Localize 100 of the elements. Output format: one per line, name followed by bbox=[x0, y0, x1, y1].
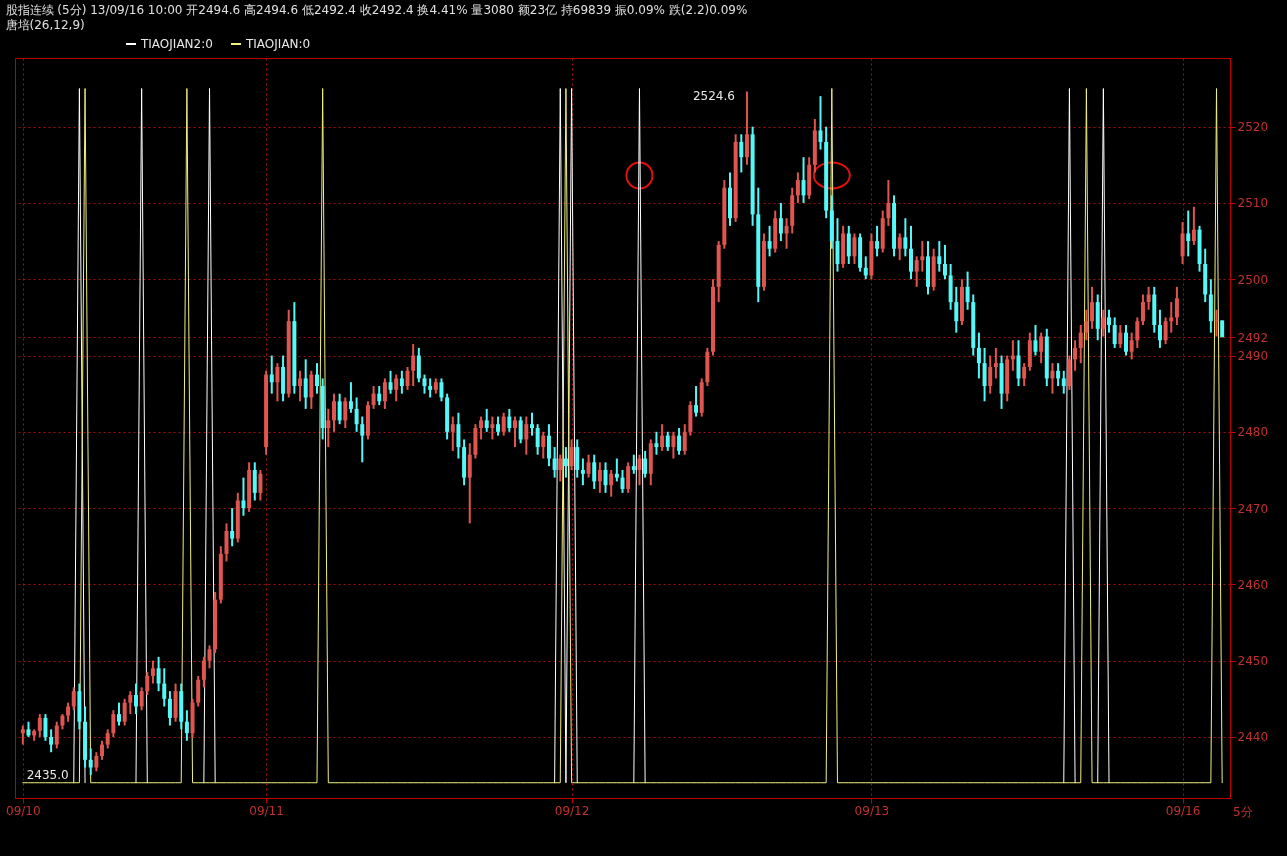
candlestick bbox=[122, 697, 127, 727]
candlestick bbox=[558, 453, 563, 483]
candlestick bbox=[1107, 308, 1112, 334]
candlestick bbox=[965, 270, 970, 311]
candlestick bbox=[343, 396, 348, 429]
candlestick bbox=[128, 690, 133, 716]
candlestick bbox=[315, 362, 320, 395]
candlestick bbox=[145, 671, 150, 697]
candlestick bbox=[575, 438, 580, 479]
candlestick bbox=[94, 751, 99, 773]
candlestick bbox=[993, 346, 998, 380]
candlestick bbox=[1157, 308, 1162, 349]
candlestick bbox=[631, 453, 636, 475]
candlestick bbox=[20, 724, 25, 746]
candlestick bbox=[450, 415, 455, 452]
candlestick bbox=[1061, 369, 1066, 395]
candlestick bbox=[1033, 324, 1038, 357]
candlestick bbox=[569, 438, 574, 471]
candlestick bbox=[739, 133, 744, 174]
candlestick bbox=[100, 739, 105, 761]
candlestick bbox=[744, 90, 749, 166]
candlestick bbox=[167, 690, 172, 727]
candlestick bbox=[377, 385, 382, 407]
candlestick bbox=[37, 713, 42, 738]
candlestick bbox=[484, 407, 489, 433]
candlestick bbox=[258, 468, 263, 502]
candlestick bbox=[513, 415, 518, 449]
annotation: 2524.6 bbox=[692, 88, 735, 103]
candlestick bbox=[184, 709, 189, 742]
candlestick bbox=[665, 430, 670, 452]
candlestick bbox=[529, 411, 534, 437]
candlestick bbox=[1016, 339, 1021, 388]
candlestick bbox=[1084, 308, 1089, 342]
candlestick bbox=[626, 461, 631, 494]
candlestick bbox=[660, 423, 665, 452]
candlestick bbox=[1186, 209, 1191, 258]
y-tick-label: 2520 bbox=[1237, 120, 1269, 135]
candlestick bbox=[1163, 316, 1168, 346]
candlestick bbox=[682, 423, 687, 456]
candlestick bbox=[275, 362, 280, 403]
candlestick bbox=[456, 411, 461, 460]
candlestick bbox=[1169, 301, 1174, 334]
y-tick-label: 2490 bbox=[1237, 349, 1269, 364]
x-tick-label: 09/10 bbox=[6, 803, 41, 818]
candlestick bbox=[1073, 339, 1078, 372]
candlestick bbox=[942, 243, 947, 281]
annotation: 2435.0 bbox=[26, 768, 69, 783]
candlestick bbox=[1022, 362, 1027, 388]
candlestick bbox=[88, 747, 93, 777]
candlestick bbox=[309, 369, 314, 410]
candlestick bbox=[643, 449, 648, 479]
candlestick bbox=[988, 354, 993, 395]
candlestick bbox=[501, 411, 506, 437]
candlestick bbox=[399, 369, 404, 395]
text: 5分 bbox=[1233, 805, 1253, 819]
candlestick bbox=[637, 453, 642, 487]
candlestick bbox=[1180, 221, 1185, 265]
y-tick-label: 2450 bbox=[1237, 654, 1269, 669]
candlestick bbox=[54, 720, 59, 750]
candlestick bbox=[156, 655, 161, 693]
candlestick bbox=[49, 728, 54, 754]
candlestick bbox=[201, 655, 206, 689]
candlestick bbox=[416, 346, 421, 384]
candlestick bbox=[1191, 205, 1196, 246]
candlestick bbox=[496, 415, 501, 437]
y-tick-label: 2510 bbox=[1237, 196, 1269, 211]
candlestick bbox=[479, 415, 484, 441]
x-tick-label: 09/13 bbox=[854, 803, 890, 818]
candlestick bbox=[863, 255, 868, 281]
y-tick-label: 2480 bbox=[1237, 425, 1269, 440]
candlestick bbox=[784, 217, 789, 250]
candlestick bbox=[524, 415, 529, 456]
candlestick bbox=[937, 240, 942, 273]
candlestick bbox=[1118, 324, 1123, 349]
chart-title: 股指连续 (5分) 13/09/16 10:00 开2494.6 高2494.6 低2492.4 收2492.4 换4.41% 量3080 额23亿 持69839 振0.09% 跌(2.2)0.09% bbox=[5, 3, 748, 17]
candlestick bbox=[337, 392, 342, 426]
candlestick bbox=[846, 224, 851, 265]
candlestick bbox=[518, 415, 523, 445]
candlestick bbox=[411, 343, 416, 388]
candlestick bbox=[1174, 285, 1179, 327]
candlestick bbox=[1146, 285, 1151, 311]
candlestick bbox=[388, 369, 393, 395]
candlestick bbox=[422, 373, 427, 395]
candlestick bbox=[580, 457, 585, 487]
candlestick bbox=[914, 255, 919, 288]
candlestick bbox=[1050, 362, 1055, 395]
candlestick bbox=[507, 407, 512, 433]
y-tick-label: 2460 bbox=[1237, 577, 1269, 592]
candlestick bbox=[886, 179, 891, 227]
candlestick bbox=[835, 217, 840, 273]
candlestick bbox=[603, 461, 608, 494]
candlestick bbox=[1112, 316, 1117, 349]
candlestick bbox=[795, 171, 800, 204]
candlestick bbox=[298, 369, 303, 403]
candlestick bbox=[976, 331, 981, 380]
candlestick bbox=[139, 686, 144, 712]
candlestick bbox=[552, 446, 557, 479]
y-tick-label: 2440 bbox=[1237, 730, 1269, 745]
candlestick bbox=[1039, 331, 1044, 365]
candlestick bbox=[394, 373, 399, 403]
